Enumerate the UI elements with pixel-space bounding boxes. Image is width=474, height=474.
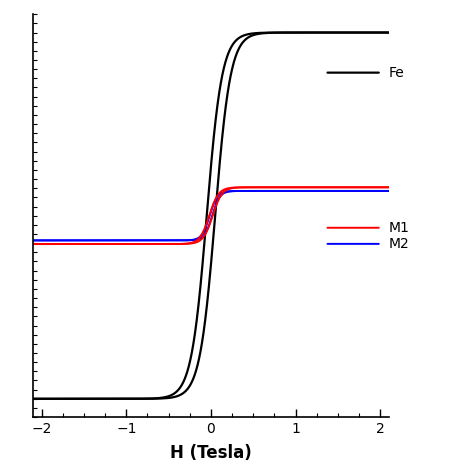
Text: M1: M1 xyxy=(389,221,410,235)
Text: M2: M2 xyxy=(389,237,410,251)
X-axis label: H (Tesla): H (Tesla) xyxy=(170,444,252,462)
Text: Fe: Fe xyxy=(389,65,404,80)
